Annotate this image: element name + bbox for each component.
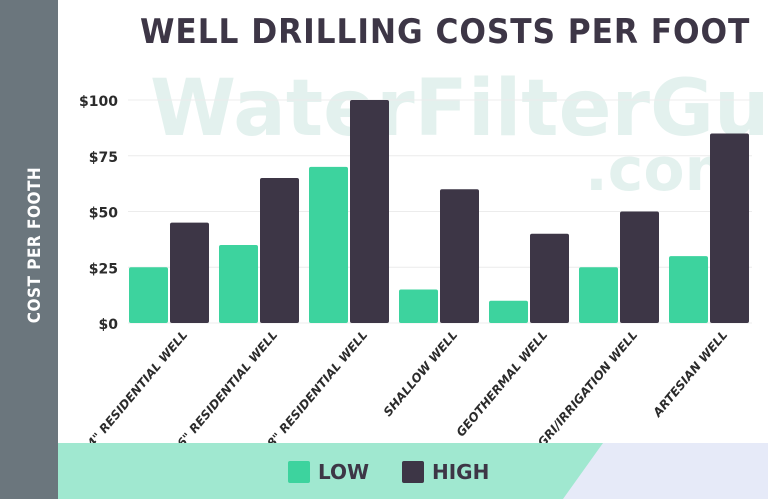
bar-low [129, 267, 168, 323]
legend-swatch-low [288, 461, 310, 483]
x-tick-label: 6" RESIDENTIAL WELL [174, 328, 280, 450]
legend-label-high: HIGH [432, 460, 490, 484]
bar-high [260, 178, 299, 323]
bar-high [620, 211, 659, 323]
x-tick-label: 4" RESIDENTIAL WELL [84, 328, 191, 451]
legend-swatch-high [402, 461, 424, 483]
y-tick-label: $0 [99, 317, 119, 333]
bar-low [399, 289, 438, 323]
legend-band [58, 443, 768, 499]
sidebar-band [0, 0, 58, 499]
bar-low [669, 256, 708, 323]
x-tick-label: ARTESIAN WELL [650, 328, 731, 420]
bar-high [440, 189, 479, 323]
legend-item-high: HIGH [402, 460, 489, 484]
bar-high [350, 100, 389, 323]
x-tick-label: 8" RESIDENTIAL WELL [264, 328, 370, 450]
bar-low [309, 166, 348, 323]
x-tick-label: GEOTHERMAL WELL [454, 328, 551, 439]
x-tick-label: SHALLOW WELL [381, 328, 461, 419]
watermark-text: WaterFilterGuru [150, 64, 768, 154]
y-tick-label: $25 [89, 261, 118, 277]
legend-label-low: LOW [318, 460, 370, 484]
bar-high [710, 133, 749, 323]
y-tick-label: $75 [89, 150, 118, 166]
y-tick-label: $50 [89, 206, 118, 222]
bar-high [530, 233, 569, 323]
legend-item-low: LOW [288, 460, 369, 484]
bar-low [219, 244, 258, 323]
bar-low [579, 267, 618, 323]
y-tick-label: $100 [79, 94, 118, 110]
bar-low [489, 300, 528, 323]
x-tick-label: AGRI/IRRIGATION WELL [528, 328, 640, 458]
bar-high [170, 222, 209, 323]
chart-title: WELL DRILLING COSTS PER FOOT [140, 12, 751, 52]
